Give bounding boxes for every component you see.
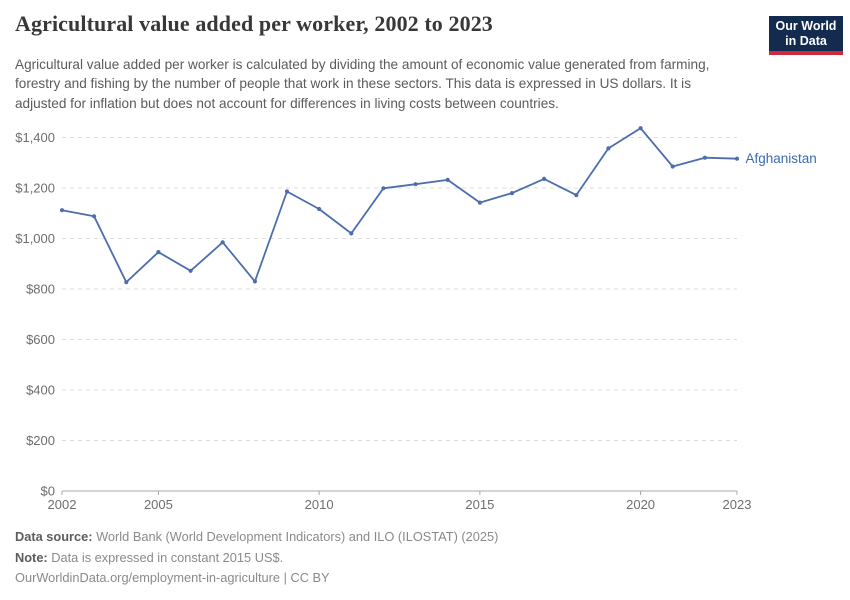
note-line: Note: Data is expressed in constant 2015…	[15, 548, 795, 569]
series-end-label: Afghanistan	[746, 151, 817, 166]
owid-logo[interactable]: Our World in Data	[769, 16, 843, 55]
x-tick-label: 2010	[305, 497, 334, 512]
x-tick-label: 2020	[626, 497, 655, 512]
data-point-marker	[606, 146, 611, 151]
note-label: Note:	[15, 549, 48, 565]
owid-logo-text-line2: in Data	[785, 33, 827, 48]
data-source-label: Data source:	[15, 529, 93, 544]
x-tick-label: 2005	[144, 497, 173, 512]
y-tick-label: $200	[26, 433, 55, 448]
data-point-marker	[188, 268, 193, 273]
y-tick-label: $400	[26, 383, 55, 398]
data-point-marker	[542, 176, 547, 181]
data-point-marker	[349, 231, 354, 236]
y-tick-label: $600	[26, 332, 55, 347]
data-point-marker	[702, 155, 708, 160]
data-point-marker	[477, 200, 482, 205]
data-point-marker	[734, 156, 740, 161]
data-point-marker	[156, 250, 161, 255]
data-point-marker	[574, 193, 579, 198]
data-point-marker	[124, 280, 129, 285]
data-source-text: World Bank (World Development Indicators…	[92, 529, 499, 544]
owid-logo-text-line1: Our World	[775, 19, 837, 34]
data-point-marker	[670, 164, 675, 169]
x-tick-label: 2015	[465, 497, 494, 512]
footer-link[interactable]: OurWorldinData.org/employment-in-agricul…	[15, 570, 330, 585]
y-tick-label: $1,000	[15, 231, 55, 246]
chart-footer: Data source: World Bank (World Developme…	[15, 527, 795, 589]
series-line	[61, 127, 738, 284]
data-point-marker	[413, 182, 418, 187]
y-tick-label: $1,200	[15, 181, 55, 196]
data-point-marker	[317, 206, 322, 212]
data-point-marker	[59, 208, 65, 213]
data-point-marker	[381, 186, 386, 191]
data-point-marker	[284, 189, 290, 194]
data-source-line: Data source: World Bank (World Developme…	[15, 527, 795, 548]
x-tick-label: 2023	[723, 497, 752, 512]
data-point-marker	[220, 240, 225, 245]
chart-subtitle: Agricultural value added per worker is c…	[15, 57, 710, 111]
data-point-marker	[252, 279, 257, 284]
x-tick-label: 2002	[48, 497, 77, 512]
data-point-marker	[445, 177, 450, 182]
y-tick-label: $800	[26, 282, 55, 297]
owid-logo-stripe	[769, 51, 843, 55]
chart-svg: $0 $200 $400 $600 $800 $1,000 $1,200 $1,400 2002…	[15, 126, 817, 512]
page-title: Agricultural value added per worker, 200…	[15, 11, 493, 36]
y-tick-label: $1,400	[15, 130, 55, 145]
data-point-marker	[509, 191, 515, 196]
y-tick-label: $0	[41, 484, 55, 499]
data-point-marker	[92, 214, 97, 219]
note-text: Data is expressed in constant 2015 US$.	[47, 549, 284, 565]
data-point-marker	[638, 126, 643, 131]
